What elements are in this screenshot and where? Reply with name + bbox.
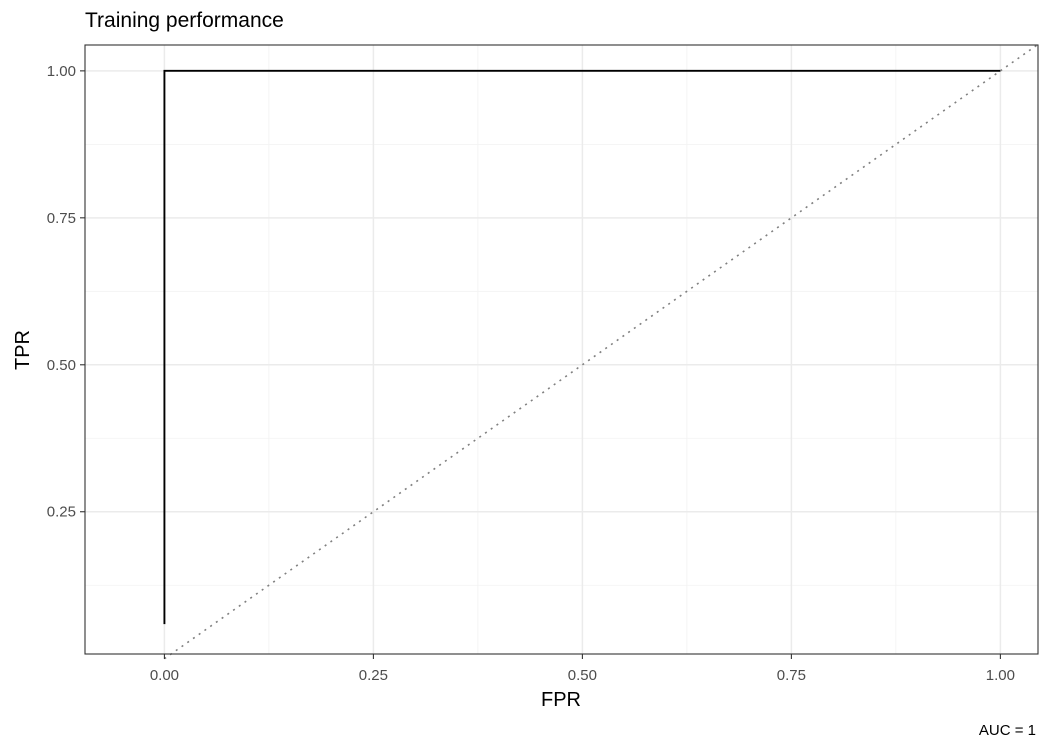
y-tick-label: 0.75 — [47, 210, 76, 227]
chart-title: Training performance — [85, 9, 284, 32]
x-tick-label: 0.50 — [568, 667, 597, 684]
y-tick-label: 1.00 — [47, 63, 76, 80]
y-axis-title: TPR — [12, 330, 34, 370]
panel-border — [84, 44, 1039, 655]
x-tick-label: 0.00 — [150, 667, 179, 684]
x-tick-label: 1.00 — [986, 667, 1015, 684]
x-tick-label: 0.25 — [359, 667, 388, 684]
y-tick-label: 0.50 — [47, 357, 76, 374]
x-tick-label: 0.75 — [777, 667, 806, 684]
x-axis: 0.00 0.25 0.50 0.75 1.00 — [150, 654, 1015, 684]
roc-curve-line — [163, 69, 1001, 625]
x-axis-title: FPR — [541, 689, 581, 711]
panel-background — [85, 45, 1038, 654]
chance-diagonal-line — [163, 43, 1039, 660]
y-axis: 0.25 0.50 0.75 1.00 — [47, 63, 85, 521]
y-tick-label: 0.25 — [47, 504, 76, 521]
auc-caption: AUC = 1 — [979, 722, 1036, 739]
plot-panel — [84, 43, 1039, 660]
series-layer — [163, 43, 1039, 660]
